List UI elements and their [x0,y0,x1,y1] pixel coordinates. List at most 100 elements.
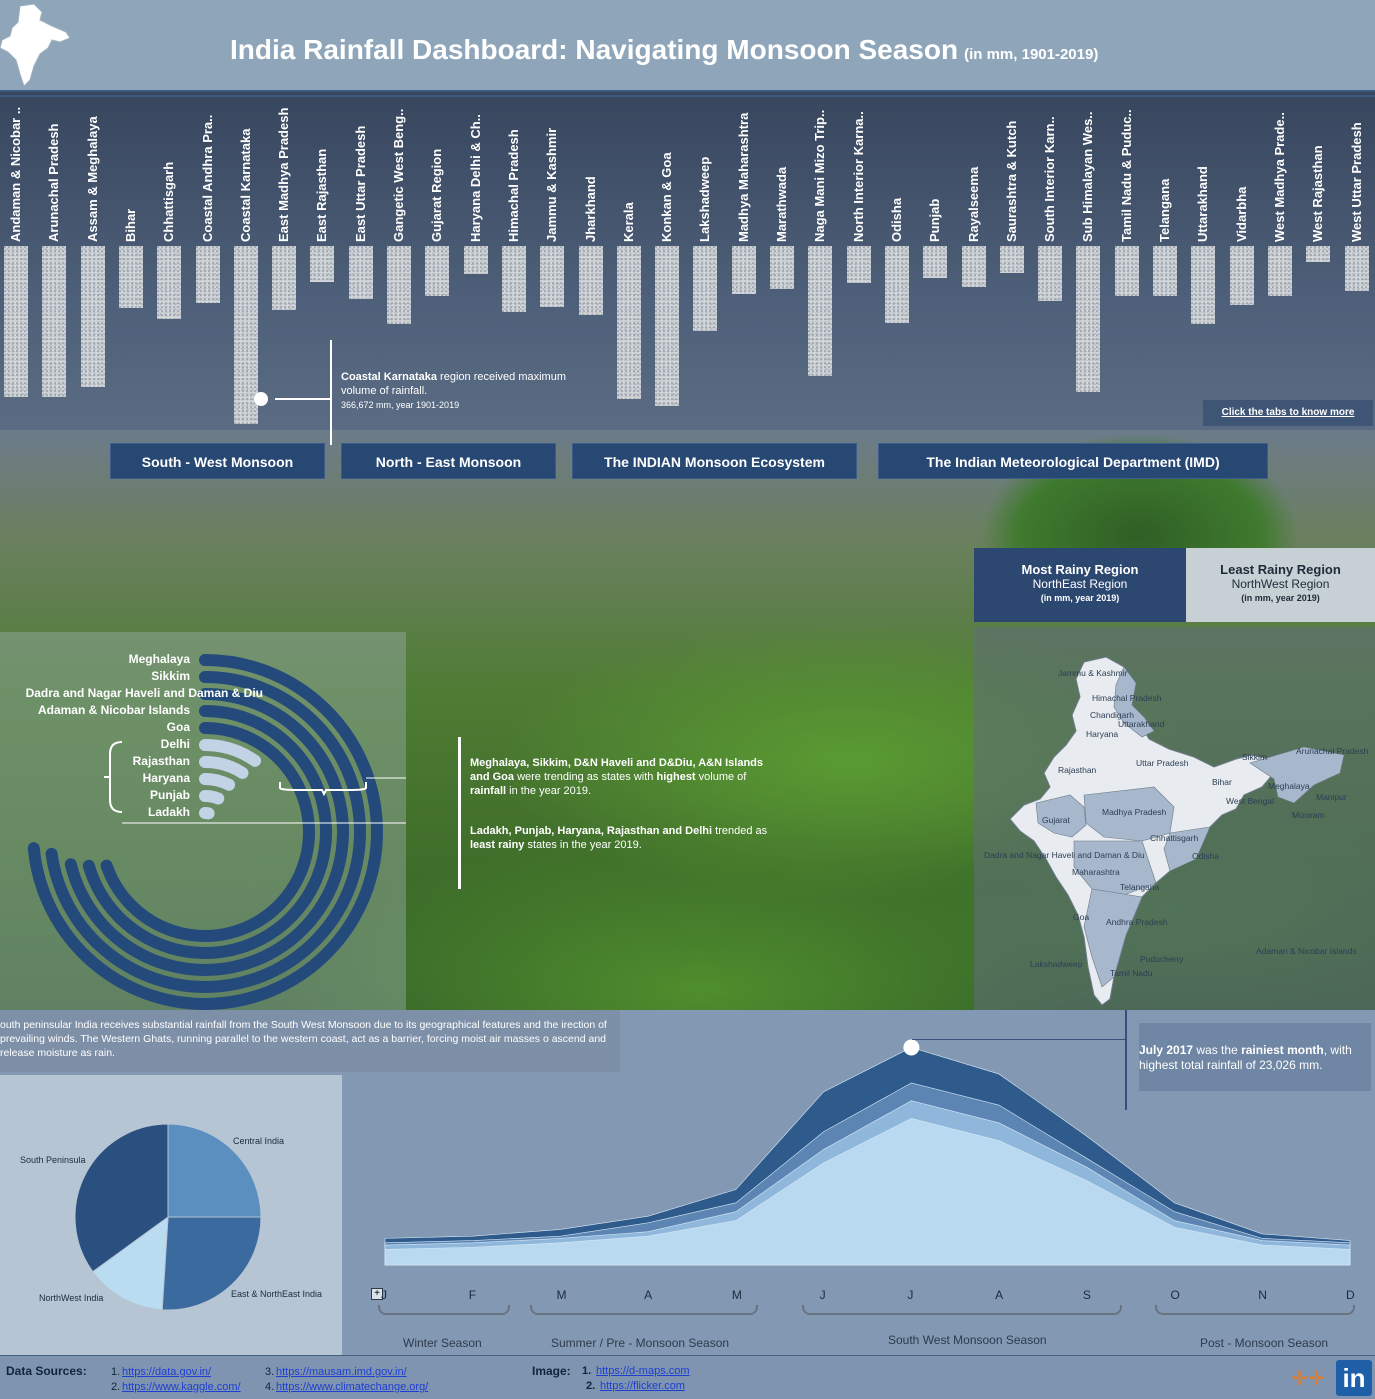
state-label: Chhattisgarh [161,161,177,242]
state-bar[interactable] [4,246,28,398]
state-bar[interactable] [195,246,220,303]
month-label: D [1346,1288,1355,1302]
state-bar[interactable] [387,246,411,325]
state-bar[interactable] [80,246,105,387]
state-bar[interactable] [616,246,641,400]
map-state-label: Goa [1073,912,1090,922]
area-series[interactable] [384,1118,1351,1266]
radial-bar[interactable] [199,773,236,791]
tab-imd[interactable]: The Indian Meteorological Department (IM… [878,443,1268,479]
expand-icon[interactable]: + [371,1288,383,1300]
source-link-3[interactable]: https://mausam.imd.gov.in/ [276,1366,407,1378]
state-bar[interactable] [693,246,718,332]
state-label: West Uttar Pradesh [1348,122,1364,242]
state-label: Andaman & Nicobar .. [8,106,23,242]
callout-marker [254,392,268,406]
state-bar[interactable] [42,246,67,398]
month-label: J [381,1288,387,1302]
radial-bar[interactable] [27,654,383,1010]
radial-bar[interactable] [199,790,225,805]
state-bar[interactable] [923,246,948,279]
footer [0,1355,1375,1399]
state-bar[interactable] [770,246,794,289]
state-bar[interactable] [310,246,335,282]
radial-bar[interactable] [82,705,332,959]
radial-bar[interactable] [199,739,262,767]
pie-slice[interactable] [92,1215,169,1311]
state-bar[interactable] [272,246,297,311]
callout-subtext: 366,672 mm, year 1901-2019 [341,400,460,410]
tabs-hint-link[interactable]: Click the tabs to know more [1203,400,1373,426]
state-bar[interactable] [731,246,756,295]
state-label: Konkan & Goa [659,152,675,242]
state-bar[interactable] [1153,246,1177,296]
state-bar[interactable] [118,246,143,309]
source-link-1[interactable]: https://data.gov.in/ [122,1366,212,1378]
tab-monsoon-ecosystem[interactable]: The INDIAN Monsoon Ecosystem [572,443,857,479]
state-bar[interactable] [233,246,258,424]
pie-label-northwest: NorthWest India [39,1293,104,1303]
state-bar[interactable] [540,246,565,307]
state-bar[interactable] [808,246,833,376]
radial-bar-label: Haryana [142,771,190,785]
tableau-icon[interactable]: ✛✛ [1291,1368,1325,1390]
state-label: Jharkhand [582,176,598,242]
state-bar[interactable] [157,246,182,319]
monthly-rainfall-area-chart[interactable] [365,1015,1375,1285]
image-link-1[interactable]: https://d-maps.com [596,1365,690,1377]
radial-bar[interactable] [45,671,366,993]
least-rainy-region-card[interactable]: Least Rainy Region NorthWest Region (in … [1186,548,1375,622]
image-link-2[interactable]: https://flicker.com [600,1380,685,1392]
peak-marker[interactable] [903,1039,920,1056]
radial-bar[interactable] [100,722,315,942]
state-bar[interactable] [501,246,526,312]
state-label: Punjab [927,198,943,242]
pie-slice[interactable] [74,1123,169,1273]
month-label: M [731,1288,742,1302]
state-bar[interactable] [846,246,871,284]
state-bar[interactable] [1191,246,1216,325]
state-bar[interactable] [1229,246,1254,305]
note-text: volume of [695,771,747,783]
state-bar[interactable] [1344,246,1369,291]
radial-bar[interactable] [199,756,249,779]
region-pie-chart[interactable] [0,1075,342,1355]
july-callout-text: , with highest total rainfall of 23,026 … [1139,1043,1352,1072]
state-bar[interactable] [1306,246,1331,263]
map-state-label: Andhra Pradesh [1106,917,1168,927]
state-bar[interactable] [578,246,603,316]
source-link-4[interactable]: https://www.climatechange.org/ [276,1381,429,1393]
state-bar[interactable] [999,246,1024,273]
state-bar[interactable] [961,246,986,287]
least-rainy-note: (in mm, year 2019) [1241,593,1320,603]
south-peninsula-description: outh peninsular India receives substanti… [0,1010,620,1072]
most-rainy-region-card[interactable]: Most Rainy Region NorthEast Region (in m… [974,548,1186,622]
state-bar[interactable] [655,246,680,407]
india-map-icon [0,3,71,87]
callout-region: Coastal Karnataka [341,371,437,383]
tab-north-east-monsoon[interactable]: North - East Monsoon [341,443,556,479]
state-bar[interactable] [1076,246,1101,392]
state-label: Telangana [1157,178,1172,242]
tab-south-west-monsoon[interactable]: South - West Monsoon [110,443,325,479]
page-title: India Rainfall Dashboard: Navigating Mon… [230,34,1098,66]
state-bar[interactable] [348,246,373,300]
linkedin-icon[interactable]: in [1336,1360,1372,1396]
most-rainy-note: (in mm, year 2019) [1040,593,1120,603]
state-bar[interactable] [884,246,909,323]
state-bar[interactable] [1038,246,1063,302]
india-state-map[interactable] [974,627,1375,1010]
state-bar[interactable] [1267,246,1292,296]
state-bar[interactable] [463,246,488,275]
map-state-label: Chandigarh [1090,710,1134,720]
pie-slice[interactable] [167,1123,262,1218]
note-highest: Meghalaya, Sikkim, D&N Haveli and D&Diu,… [470,756,780,798]
radial-bar[interactable] [64,688,349,976]
note-text: in the year 2019. [506,785,592,797]
pie-slice[interactable] [161,1216,262,1311]
state-bar[interactable] [1114,246,1139,296]
state-label: Assam & Meghalaya [84,116,100,242]
state-bar[interactable] [425,246,450,296]
source-link-2[interactable]: https://www.kaggle.com/ [122,1381,241,1393]
state-label: East Uttar Pradesh [352,125,368,242]
